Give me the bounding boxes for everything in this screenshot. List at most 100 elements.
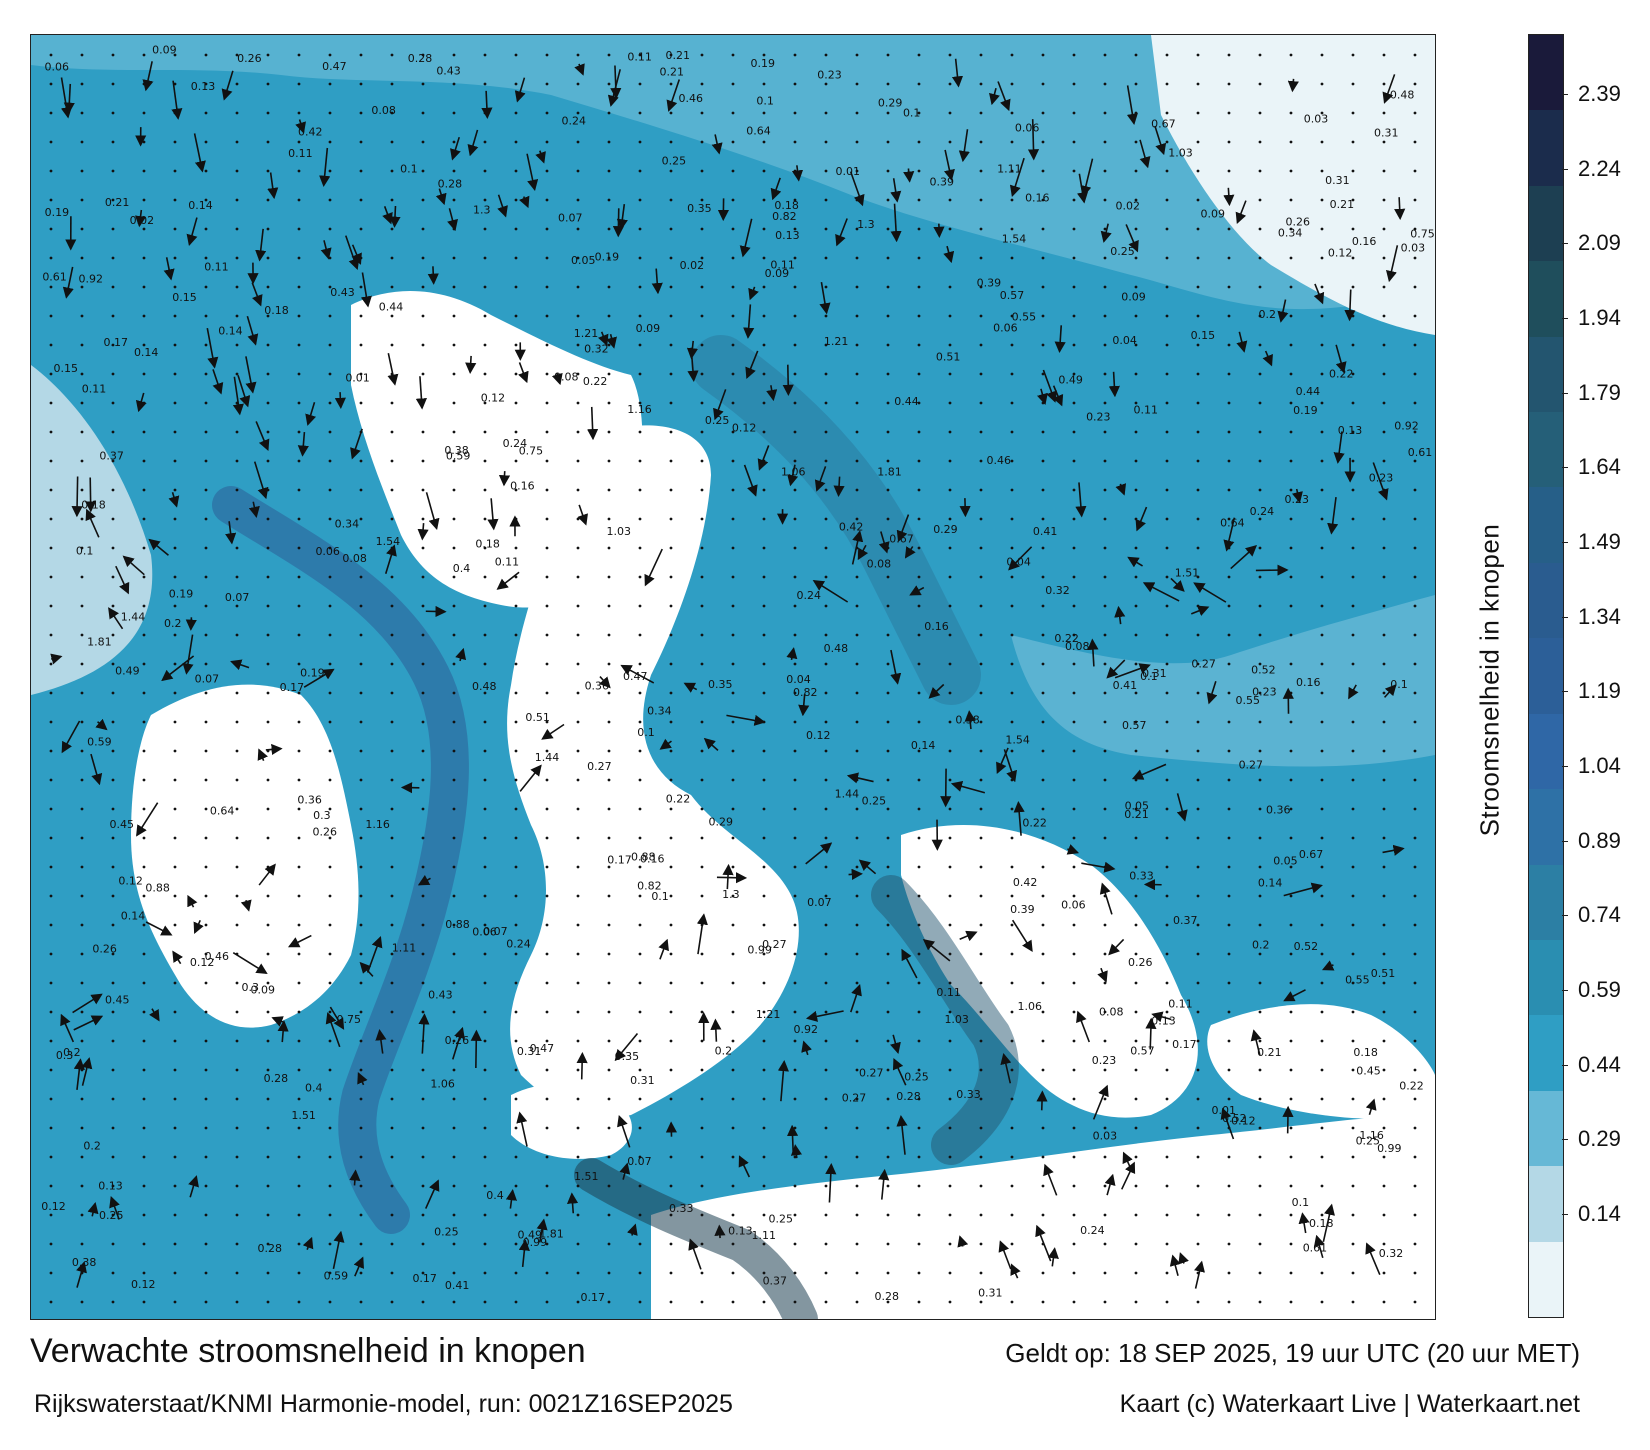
grid-dot	[700, 314, 704, 318]
grid-dot	[1382, 807, 1386, 811]
current-arrow	[1054, 325, 1066, 354]
grid-dot	[483, 285, 487, 289]
grid-dot	[1289, 778, 1293, 782]
grid-dot	[1134, 169, 1138, 173]
grid-dot	[545, 169, 549, 173]
grid-dot	[917, 662, 921, 666]
grid-dot	[824, 836, 828, 840]
grid-dot	[1196, 1242, 1200, 1246]
current-arrow	[1313, 283, 1325, 305]
grid-dot	[452, 923, 456, 927]
grid-dot	[1041, 1126, 1045, 1130]
grid-dot	[80, 1097, 84, 1101]
grid-dot	[483, 1300, 487, 1304]
grid-dot	[1041, 82, 1045, 86]
grid-dot	[762, 662, 766, 666]
grid-dot	[700, 53, 704, 57]
current-arrow	[739, 218, 753, 258]
grid-dot	[514, 111, 518, 115]
grid-dot	[483, 662, 487, 666]
grid-dot	[1351, 1213, 1355, 1217]
grid-dot	[1072, 1097, 1076, 1101]
grid-dot	[111, 1213, 115, 1217]
grid-dot	[1320, 1039, 1324, 1043]
grid-dot	[948, 1300, 952, 1304]
grid-dot	[886, 807, 890, 811]
current-arrow	[607, 69, 621, 107]
grid-dot	[638, 836, 642, 840]
grid-dot	[483, 1068, 487, 1072]
current-arrow	[496, 571, 520, 590]
grid-dot	[297, 952, 301, 956]
grid-dot	[204, 1097, 208, 1101]
current-arrow	[465, 355, 477, 374]
grid-dot	[1103, 53, 1107, 57]
grid-dot	[80, 749, 84, 753]
current-arrow	[225, 521, 237, 545]
current-arrow	[626, 1223, 638, 1236]
grid-dot	[390, 1097, 394, 1101]
grid-dot	[1103, 285, 1107, 289]
velocity-label: 1.21	[756, 1008, 781, 1021]
current-arrow	[71, 476, 83, 518]
grid-dot	[1382, 923, 1386, 927]
colorbar-tick-label: 0.44	[1578, 1051, 1621, 1077]
grid-dot	[328, 140, 332, 144]
grid-dot	[731, 749, 735, 753]
grid-dot	[1103, 256, 1107, 260]
grid-dot	[297, 401, 301, 405]
grid-dot	[1010, 720, 1014, 724]
grid-dot	[142, 1068, 146, 1072]
grid-dot	[1165, 1097, 1169, 1101]
grid-dot	[948, 1213, 952, 1217]
grid-dot	[1227, 662, 1231, 666]
grid-dot	[1258, 111, 1262, 115]
grid-dot	[1103, 1184, 1107, 1188]
grid-dot	[204, 836, 208, 840]
grid-dot	[235, 865, 239, 869]
velocity-label: 0.01	[1212, 1104, 1237, 1117]
grid-dot	[700, 1300, 704, 1304]
grid-dot	[886, 459, 890, 463]
grid-dot	[762, 923, 766, 927]
grid-dot	[80, 227, 84, 231]
grid-dot	[638, 894, 642, 898]
current-speed-map[interactable]: 0.18 0.27 0.27 0.23 0.17 0.08 0.07 0.11 0.1 0.13 0…	[30, 34, 1436, 1320]
grid-dot	[1041, 575, 1045, 579]
grid-dot	[545, 952, 549, 956]
grid-dot	[204, 749, 208, 753]
velocity-label: 0.28	[896, 1090, 921, 1103]
velocity-label: 0.92	[793, 1023, 818, 1036]
grid-dot	[111, 372, 115, 376]
grid-dot	[111, 1242, 115, 1246]
grid-dot	[1289, 923, 1293, 927]
grid-dot	[1289, 604, 1293, 608]
grid-dot	[545, 633, 549, 637]
grid-dot	[855, 285, 859, 289]
grid-dot	[1072, 111, 1076, 115]
grid-dot	[1010, 662, 1014, 666]
grid-dot	[824, 111, 828, 115]
velocity-label: 0.39	[977, 276, 1002, 289]
grid-dot	[266, 256, 270, 260]
grid-dot	[80, 488, 84, 492]
grid-dot	[886, 198, 890, 202]
grid-dot	[1413, 82, 1417, 86]
current-arrow	[90, 753, 103, 786]
grid-dot	[1196, 111, 1200, 115]
grid-dot	[1196, 778, 1200, 782]
grid-dot	[793, 894, 797, 898]
grid-dot	[1041, 169, 1045, 173]
velocity-label: 0.4	[305, 1081, 323, 1094]
velocity-label: 0.49	[1058, 373, 1083, 386]
current-arrow	[185, 617, 197, 631]
grid-dot	[1196, 720, 1200, 724]
grid-dot	[1413, 923, 1417, 927]
grid-dot	[514, 807, 518, 811]
grid-dot	[421, 343, 425, 347]
grid-dot	[452, 952, 456, 956]
grid-dot	[731, 401, 735, 405]
grid-dot	[80, 430, 84, 434]
grid-dot	[948, 227, 952, 231]
velocity-label: 0.28	[438, 177, 463, 190]
